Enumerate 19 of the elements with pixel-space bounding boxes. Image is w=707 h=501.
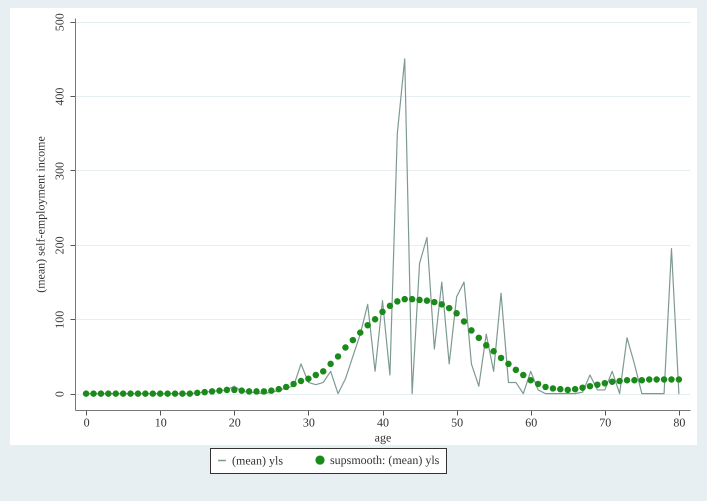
x-tick-label: 20 [228, 416, 241, 430]
legend-label: supsmooth: (mean) yls [330, 453, 440, 468]
y-tick-label: 500 [52, 13, 66, 32]
y-axis-title: (mean) self-employment income [34, 136, 48, 293]
x-tick-label: 70 [599, 416, 612, 430]
x-tick-label: 0 [84, 416, 90, 430]
x-tick-label: 40 [377, 416, 389, 430]
y-tick-label: 200 [52, 236, 66, 254]
x-axis-title: age [374, 430, 392, 444]
x-tick-label: 30 [302, 416, 315, 430]
x-tick-label: 60 [525, 416, 538, 430]
y-tick-label: 0 [52, 391, 66, 398]
x-tick-label: 10 [154, 416, 167, 430]
y-tick-label: 400 [52, 88, 66, 106]
x-tick-label: 80 [673, 416, 686, 430]
legend-label: (mean) yls [232, 454, 284, 468]
y-tick-label: 100 [52, 310, 66, 329]
y-tick-label: 300 [52, 162, 66, 180]
x-tick-label: 50 [451, 416, 464, 430]
